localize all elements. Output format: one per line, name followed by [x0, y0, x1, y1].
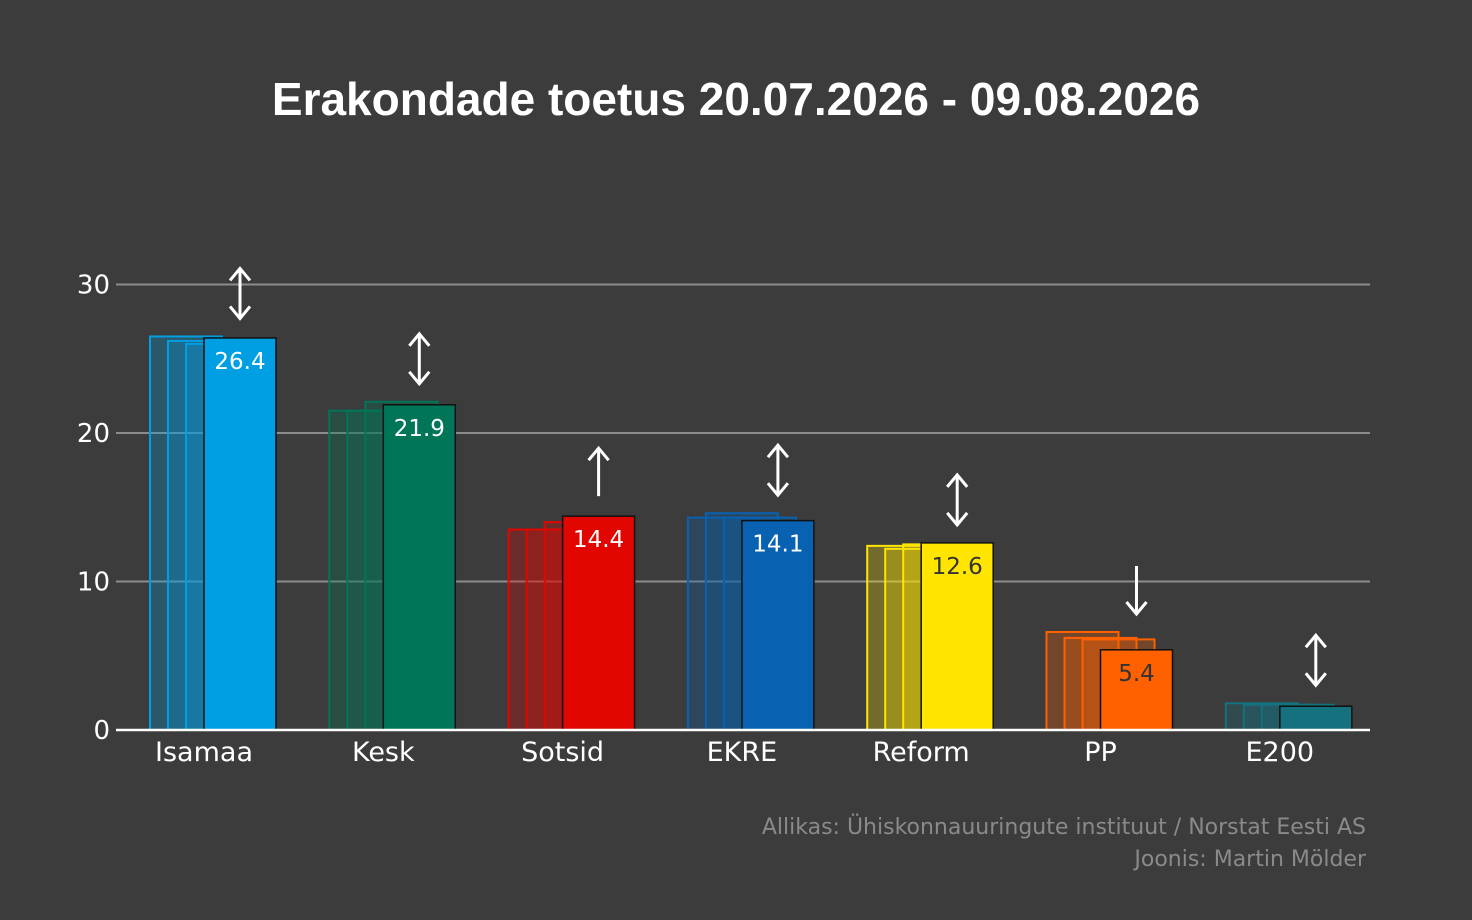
- x-tick-label: Kesk: [352, 737, 415, 768]
- bar: [1099, 649, 1174, 731]
- trend-arrows: [228, 266, 1327, 688]
- bar: [920, 542, 994, 731]
- trend-arrow-up-icon: [587, 445, 610, 462]
- trend-arrow-down-icon: [766, 482, 790, 498]
- x-tick-label: Sotsid: [521, 737, 604, 768]
- bar: [1279, 705, 1353, 731]
- trend-arrow-up-icon: [1304, 632, 1327, 649]
- trend-arrow-down-icon: [1304, 672, 1327, 688]
- x-tick-label: PP: [1084, 737, 1117, 768]
- chart-title: Erakondade toetus 20.07.2026 - 09.08.202…: [271, 73, 1201, 125]
- trend-arrow-down-icon: [946, 511, 969, 528]
- x-axis: Isamaa Kesk Sotsid EKRE Reform PP E200: [116, 728, 1370, 768]
- y-tick-label: 10: [77, 568, 110, 598]
- bar: [382, 404, 457, 731]
- bar: [741, 519, 815, 731]
- y-tick-label: 30: [77, 271, 110, 301]
- data-label: 12.6: [932, 554, 983, 580]
- bar: [203, 337, 277, 731]
- bar: [561, 515, 636, 731]
- data-label: 21.9: [394, 416, 445, 442]
- trend-arrow-up-icon: [408, 331, 431, 347]
- y-axis-ticks: 0 10 20 30: [77, 271, 110, 747]
- data-label: 14.4: [573, 527, 624, 553]
- credits: Allikas: Ühiskonnauuringute instituut / …: [762, 812, 1366, 876]
- trend-arrow-up-icon: [766, 442, 790, 459]
- trend-arrow-up-icon: [946, 472, 969, 488]
- trend-arrow-down-icon: [228, 305, 252, 321]
- y-tick-label: 20: [77, 419, 110, 449]
- author-note: Joonis: Martin Mölder: [1134, 847, 1366, 872]
- y-tick-label: 0: [93, 716, 110, 746]
- x-tick-label: E200: [1245, 737, 1314, 768]
- data-label: 14.1: [752, 532, 803, 558]
- data-label: 5.4: [1118, 661, 1155, 687]
- bars: 26.4 21.9 14.4 14.1 12.6 5.4: [149, 335, 1353, 732]
- x-tick-label: Isamaa: [155, 737, 253, 768]
- trend-arrow-up-icon: [228, 266, 252, 282]
- x-tick-label: Reform: [873, 737, 970, 768]
- x-tick-label: EKRE: [707, 737, 778, 768]
- data-label: 26.4: [214, 349, 265, 375]
- source-note: Allikas: Ühiskonnauuringute instituut / …: [761, 815, 1366, 840]
- trend-arrow-down-icon: [408, 370, 431, 387]
- trend-arrow-down-icon: [1125, 601, 1148, 617]
